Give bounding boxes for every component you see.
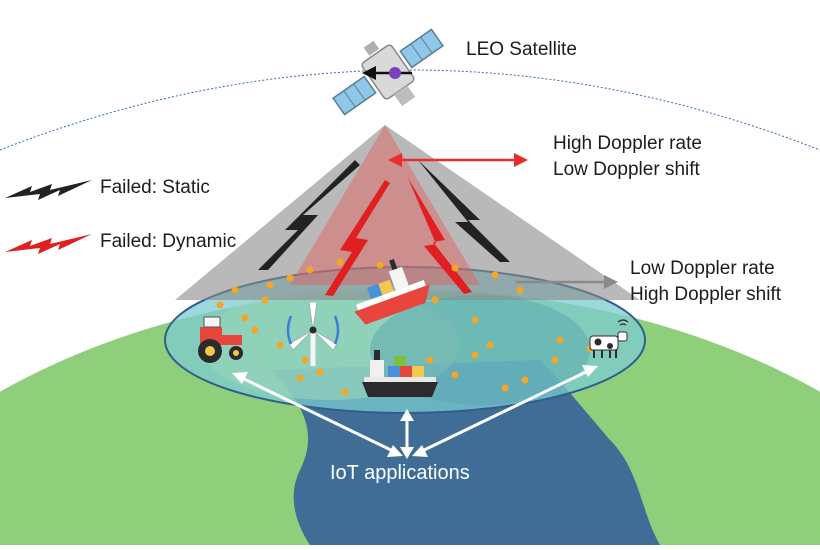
node-dot xyxy=(451,264,459,272)
tractor-icon xyxy=(198,316,243,363)
dynamic-bolt-left xyxy=(325,180,390,296)
grey-beam xyxy=(175,125,640,300)
top-doppler-shift-label: Low Doppler shift xyxy=(553,159,700,180)
node-dot xyxy=(296,374,304,382)
low-doppler-rate-arrow xyxy=(515,275,618,289)
node-dot xyxy=(451,371,459,379)
orbit-line xyxy=(0,69,820,151)
node-dot xyxy=(486,341,494,349)
dynamic-bolt-right xyxy=(408,178,472,294)
node-dot xyxy=(431,296,439,304)
node-dot xyxy=(516,286,524,294)
top-doppler-rate-label: High Doppler rate xyxy=(553,133,702,154)
node-dot xyxy=(216,301,224,309)
node-dot xyxy=(241,314,249,322)
side-doppler-rate-label: Low Doppler rate xyxy=(630,258,775,279)
node-dot xyxy=(336,258,344,266)
iot-arrow-tractor xyxy=(239,375,396,454)
node-dot xyxy=(501,384,509,392)
node-dot xyxy=(521,376,529,384)
node-dot xyxy=(491,271,499,279)
iot-applications-label: IoT applications xyxy=(330,462,470,484)
node-dot xyxy=(551,356,559,364)
legend-static-bolt-icon xyxy=(5,180,92,200)
wind-turbine-icon xyxy=(286,301,340,366)
side-doppler-shift-label: High Doppler shift xyxy=(630,284,782,305)
node-dot xyxy=(316,368,324,376)
iot-arrow-cow xyxy=(419,368,591,454)
failed-static-label: Failed: Static xyxy=(100,177,210,198)
static-bolt-right xyxy=(418,160,510,262)
iot-arrows xyxy=(232,365,598,459)
node-dot xyxy=(231,286,239,294)
node-dot xyxy=(306,266,314,274)
failed-dynamic-label: Failed: Dynamic xyxy=(100,231,237,252)
node-dot xyxy=(261,296,269,304)
node-dot xyxy=(251,326,259,334)
cargo-ship-icon xyxy=(362,350,438,397)
node-dot xyxy=(471,316,479,324)
dynamic-bolts xyxy=(325,178,472,296)
legend-dynamic-bolt-icon xyxy=(5,234,92,254)
node-dot xyxy=(376,261,384,269)
node-dot xyxy=(341,388,349,396)
satellite-direction-arrow xyxy=(362,66,412,80)
node-dot xyxy=(266,281,274,289)
ship-icon xyxy=(354,259,430,325)
node-dot xyxy=(556,336,564,344)
static-bolts xyxy=(258,160,510,270)
node-dot xyxy=(301,356,309,364)
node-dot xyxy=(276,341,284,349)
satellite-label: LEO Satellite xyxy=(466,39,577,60)
iot-nodes xyxy=(216,258,594,396)
cow-icon xyxy=(589,319,629,358)
high-doppler-rate-arrow xyxy=(388,153,528,167)
node-dot xyxy=(471,351,479,359)
node-dot xyxy=(286,274,294,282)
node-dot xyxy=(426,356,434,364)
static-bolt-left xyxy=(258,160,360,270)
